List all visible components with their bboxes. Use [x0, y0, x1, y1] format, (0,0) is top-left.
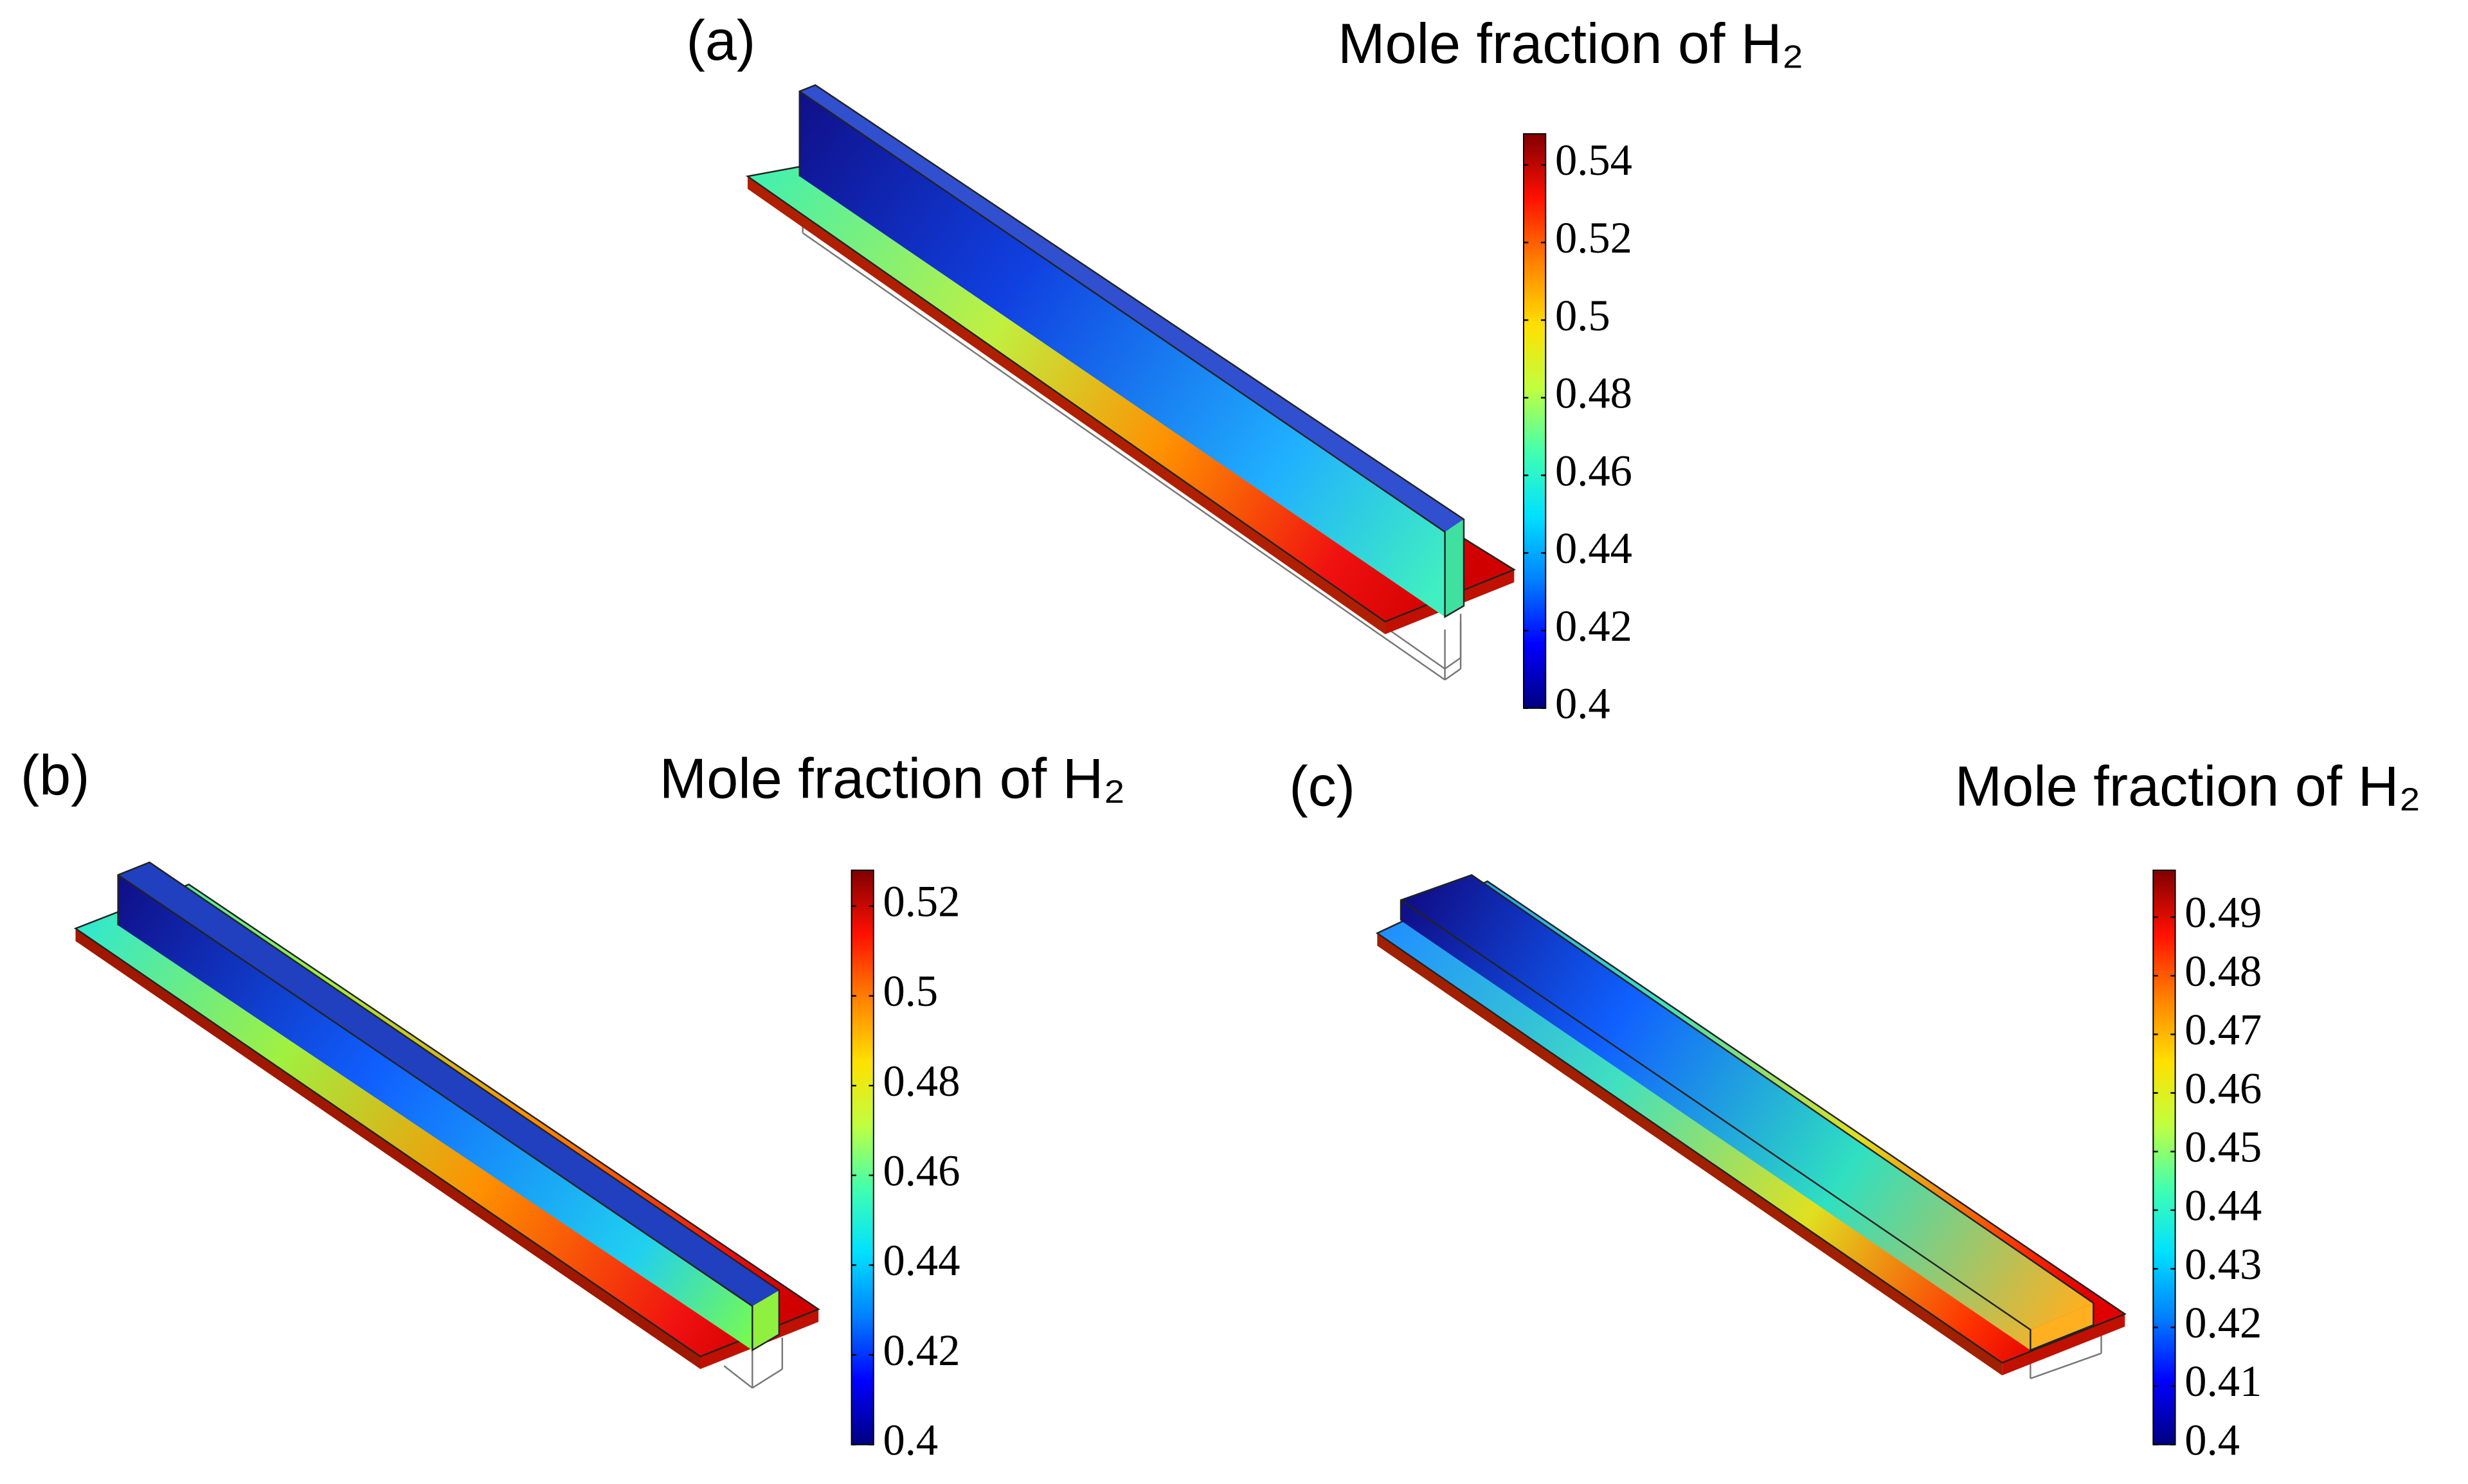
colorbar-tick-label: 0.47	[2184, 1005, 2262, 1054]
colorbar-tick-label: 0.43	[2184, 1240, 2262, 1289]
colorbar-tick-label: 0.46	[2184, 1064, 2262, 1113]
colorbar-tick-label: 0.44	[2184, 1181, 2262, 1230]
colorbar-title: Mole fraction of H₂	[1955, 755, 2421, 818]
colorbar-tick-label: 0.42	[1555, 602, 1632, 650]
colorbar-tick-label: 0.4	[883, 1415, 939, 1464]
colorbar-tick-label: 0.42	[2184, 1298, 2262, 1347]
colorbar-tick-label: 0.42	[883, 1326, 960, 1375]
panel-label: (c)	[1289, 755, 1355, 818]
panel-label: (b)	[21, 744, 90, 807]
colorbar-tick-label: 0.49	[2184, 888, 2262, 937]
panel-c-model	[1375, 874, 2127, 1380]
colorbar-tick-label: 0.44	[883, 1236, 960, 1285]
panel-b-model	[73, 861, 820, 1389]
colorbar	[2152, 870, 2176, 1445]
colorbar-tick-label: 0.5	[883, 967, 939, 1015]
colorbar-tick-label: 0.48	[2184, 947, 2262, 996]
colorbar-title: Mole fraction of H₂	[660, 746, 1126, 810]
colorbar-title: Mole fraction of H₂	[1338, 12, 1804, 75]
colorbar-tick-label: 0.46	[1555, 446, 1632, 495]
colorbar-tick-label: 0.52	[1555, 213, 1632, 262]
colorbar-tick-label: 0.54	[1555, 136, 1632, 184]
panel-label: (a)	[686, 8, 755, 72]
colorbar-tick-label: 0.4	[2184, 1415, 2240, 1464]
colorbar-tick-label: 0.45	[2184, 1122, 2262, 1171]
colorbar-tick-label: 0.44	[1555, 524, 1632, 573]
colorbar-tick-label: 0.48	[1555, 369, 1632, 418]
colorbar-tick-label: 0.41	[2184, 1357, 2262, 1406]
colorbar-tick-label: 0.5	[1555, 291, 1610, 340]
colorbar-tick-label: 0.46	[883, 1147, 960, 1195]
colorbar	[1523, 133, 1547, 709]
colorbar-tick-label: 0.4	[1555, 679, 1610, 728]
panel-a-model	[745, 84, 1517, 681]
colorbar-tick-label: 0.48	[883, 1057, 960, 1105]
colorbar	[851, 870, 874, 1445]
colorbar-tick-label: 0.52	[883, 877, 960, 926]
